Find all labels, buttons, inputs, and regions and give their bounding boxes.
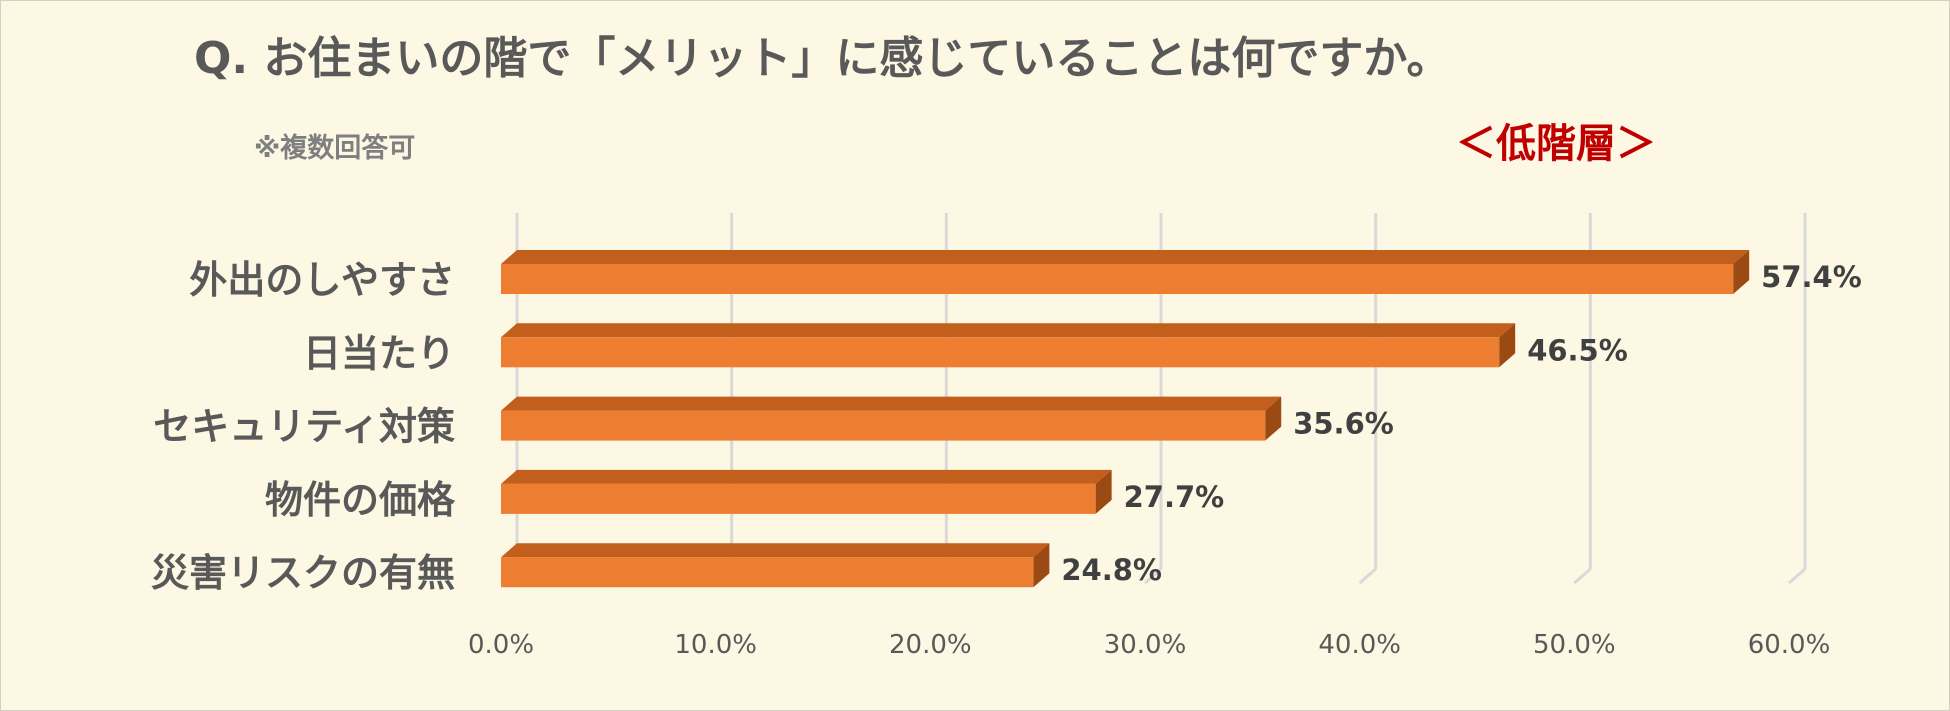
- data-label: 35.6%: [1293, 407, 1394, 441]
- data-label: 46.5%: [1527, 333, 1628, 367]
- bar-side: [1733, 250, 1750, 294]
- bar-top: [501, 323, 1516, 338]
- bar-top: [501, 543, 1050, 558]
- bar: [501, 483, 1096, 514]
- chart-note: ※複数回答可: [254, 132, 415, 164]
- bar-side: [1095, 469, 1112, 514]
- x-tick-label: 10.0%: [674, 630, 757, 660]
- bar-side: [1499, 323, 1516, 368]
- bar: [501, 557, 1034, 588]
- segment-label: ＜低階層＞: [1456, 121, 1656, 167]
- bar-layer: [501, 250, 1750, 588]
- bar: [501, 410, 1266, 441]
- x-tick-label: 20.0%: [889, 630, 972, 660]
- bar: [501, 337, 1500, 368]
- bar-side: [1265, 396, 1282, 441]
- category-label: 日当たり: [303, 331, 455, 375]
- chart-title: Q. お住まいの階で「メリット」に感じていることは何ですか。: [194, 33, 1451, 84]
- x-tick-label: 40.0%: [1318, 630, 1401, 660]
- x-tick-label: 50.0%: [1533, 630, 1616, 660]
- category-label: 災害リスクの有無: [151, 551, 455, 595]
- category-label: 外出のしやすさ: [189, 258, 455, 302]
- x-tick-label: 30.0%: [1104, 630, 1187, 660]
- category-label: 物件の価格: [265, 478, 456, 522]
- x-tick-label: 0.0%: [468, 630, 534, 660]
- gridline-floor: [1144, 567, 1162, 585]
- data-label: 27.7%: [1124, 480, 1225, 514]
- gridline-floor: [1573, 567, 1592, 585]
- gridline-floor: [1358, 567, 1377, 585]
- bar-top: [501, 396, 1282, 411]
- bar-top: [501, 469, 1112, 484]
- category-label: セキュリティ対策: [153, 405, 455, 449]
- x-tick-label: 60.0%: [1748, 630, 1831, 660]
- bar: [501, 264, 1734, 294]
- bar-top: [501, 250, 1750, 264]
- data-label: 57.4%: [1761, 260, 1862, 294]
- data-label: 24.8%: [1061, 553, 1162, 587]
- gridline-floor: [1788, 567, 1806, 585]
- label-layer: 0.0% 10.0% 20.0% 30.0% 40.0% 50.0% 60.0% 外出のしやす…: [151, 258, 1862, 660]
- bar-side: [1033, 543, 1050, 588]
